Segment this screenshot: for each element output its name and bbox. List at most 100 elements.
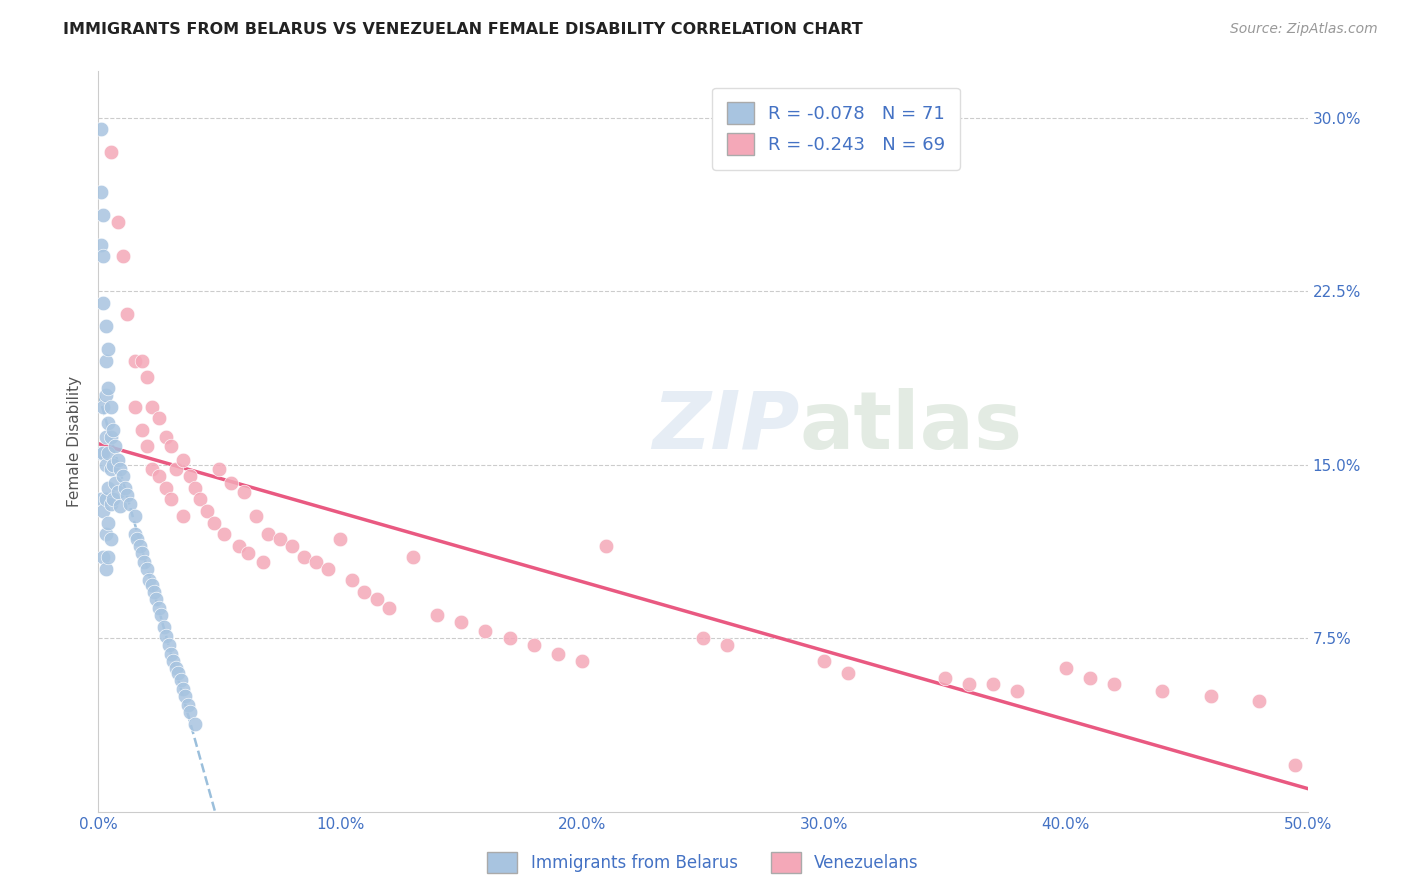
- Point: [124, 400, 146, 414]
- Point: [91, 446, 114, 460]
- Point: [837, 665, 859, 680]
- Point: [155, 481, 177, 495]
- Text: IMMIGRANTS FROM BELARUS VS VENEZUELAN FEMALE DISABILITY CORRELATION CHART: IMMIGRANTS FROM BELARUS VS VENEZUELAN FE…: [63, 22, 863, 37]
- Point: [160, 648, 183, 662]
- Point: [111, 469, 134, 483]
- Point: [1007, 684, 1029, 698]
- Point: [100, 462, 122, 476]
- Point: [148, 601, 170, 615]
- Point: [94, 458, 117, 472]
- Point: [305, 555, 328, 569]
- Y-axis label: Female Disability: Female Disability: [67, 376, 83, 508]
- Point: [813, 654, 835, 668]
- Point: [117, 488, 139, 502]
- Point: [232, 485, 254, 500]
- Point: [118, 497, 141, 511]
- Point: [94, 353, 117, 368]
- Point: [1102, 677, 1125, 691]
- Point: [402, 550, 425, 565]
- Point: [353, 585, 375, 599]
- Point: [135, 369, 157, 384]
- Point: [177, 698, 200, 713]
- Point: [131, 353, 153, 368]
- Point: [165, 462, 187, 476]
- Point: [179, 469, 201, 483]
- Point: [97, 516, 120, 530]
- Point: [160, 492, 183, 507]
- Point: [124, 508, 146, 523]
- Point: [523, 638, 546, 652]
- Point: [131, 423, 153, 437]
- Point: [94, 430, 117, 444]
- Point: [91, 400, 114, 414]
- Point: [128, 539, 150, 553]
- Point: [90, 185, 112, 199]
- Point: [104, 439, 127, 453]
- Point: [91, 295, 114, 310]
- Point: [174, 689, 197, 703]
- Point: [269, 532, 291, 546]
- Point: [101, 492, 124, 507]
- Point: [204, 516, 226, 530]
- Point: [316, 562, 339, 576]
- Point: [134, 555, 156, 569]
- Point: [127, 532, 149, 546]
- Point: [135, 439, 157, 453]
- Point: [90, 238, 112, 252]
- Point: [157, 638, 180, 652]
- Point: [1054, 661, 1077, 675]
- Point: [172, 508, 194, 523]
- Point: [145, 591, 167, 606]
- Point: [94, 562, 117, 576]
- Text: Source: ZipAtlas.com: Source: ZipAtlas.com: [1230, 22, 1378, 37]
- Point: [292, 550, 315, 565]
- Point: [1078, 671, 1101, 685]
- Point: [90, 122, 112, 136]
- Point: [97, 481, 120, 495]
- Point: [94, 527, 117, 541]
- Point: [172, 682, 194, 697]
- Point: [155, 430, 177, 444]
- Point: [108, 500, 131, 514]
- Point: [148, 469, 170, 483]
- Point: [221, 476, 243, 491]
- Point: [212, 527, 235, 541]
- Point: [366, 591, 388, 606]
- Text: ZIP: ZIP: [652, 388, 800, 466]
- Point: [148, 411, 170, 425]
- Point: [184, 481, 207, 495]
- Point: [152, 619, 174, 633]
- Point: [90, 446, 112, 460]
- Point: [571, 654, 593, 668]
- Point: [716, 638, 738, 652]
- Point: [281, 539, 304, 553]
- Point: [124, 353, 146, 368]
- Point: [1249, 694, 1271, 708]
- Point: [474, 624, 496, 639]
- Point: [104, 476, 127, 491]
- Point: [160, 439, 183, 453]
- Point: [256, 527, 278, 541]
- Point: [94, 318, 117, 333]
- Point: [138, 574, 160, 588]
- Point: [957, 677, 980, 691]
- Point: [91, 208, 114, 222]
- Legend: R = -0.078   N = 71, R = -0.243   N = 69: R = -0.078 N = 71, R = -0.243 N = 69: [713, 87, 960, 169]
- Point: [94, 492, 117, 507]
- Point: [100, 400, 122, 414]
- Point: [245, 508, 267, 523]
- Point: [100, 430, 122, 444]
- Point: [97, 342, 120, 356]
- Point: [195, 504, 218, 518]
- Point: [329, 532, 352, 546]
- Point: [981, 677, 1004, 691]
- Point: [1284, 758, 1306, 772]
- Point: [342, 574, 364, 588]
- Point: [547, 648, 569, 662]
- Point: [100, 532, 122, 546]
- Point: [1199, 689, 1222, 703]
- Point: [101, 458, 124, 472]
- Point: [117, 307, 139, 321]
- Point: [172, 453, 194, 467]
- Point: [97, 381, 120, 395]
